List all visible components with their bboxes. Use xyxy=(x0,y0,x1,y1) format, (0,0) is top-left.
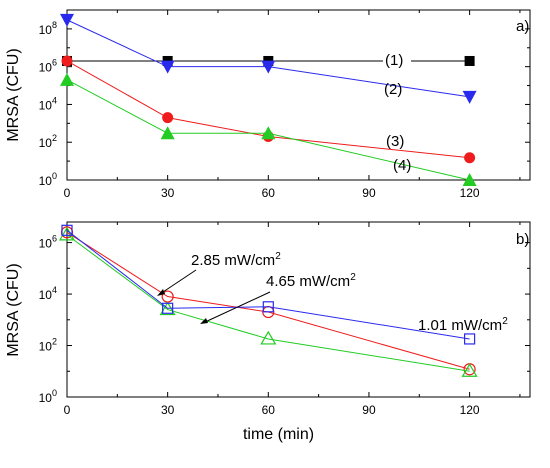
data-point-b-2 xyxy=(58,226,76,241)
x-axis-title-b: time (min) xyxy=(243,426,314,443)
data-point-b-3 xyxy=(61,224,73,236)
data-point-a-4 xyxy=(462,173,477,186)
panel-b: 0 30 60 90 120 100 102 104 106 MRSA (CFU) time (mi… xyxy=(5,221,531,443)
y-tick-label-b: 102 xyxy=(39,337,57,354)
data-point-a-3 xyxy=(162,112,174,124)
x-tick-label-a: 90 xyxy=(362,186,376,200)
arrow-285 xyxy=(159,269,197,295)
y-tick-label-a: 106 xyxy=(39,58,57,75)
y-tick-label-a: 104 xyxy=(39,95,57,112)
panel-a: 0 30 60 90 120 100 102 104 106 108 MRSA (CFU) xyxy=(5,9,531,200)
y-tick-label-b: 100 xyxy=(39,388,57,405)
series-line-b-1 xyxy=(66,231,470,370)
annotation-101: 1.01 mW/cm2 xyxy=(418,316,508,334)
data-point-a-2 xyxy=(261,60,276,74)
series-label-4: (4) xyxy=(393,157,411,174)
data-point-b-3 xyxy=(464,333,476,345)
data-point-b-3 xyxy=(262,301,274,313)
annotation-285: 2.85 mW/cm2 xyxy=(191,251,281,269)
x-tick-label-a: 60 xyxy=(262,186,276,200)
data-point-a-1 xyxy=(464,55,475,66)
data-point-a-3 xyxy=(61,55,73,67)
y-tick-label-b: 104 xyxy=(39,285,57,302)
arrowhead-465 xyxy=(200,318,208,324)
series-line-b-3 xyxy=(66,229,470,340)
data-point-b-2 xyxy=(461,363,478,377)
series-label-1: (1) xyxy=(385,52,403,69)
series-line-b-2 xyxy=(66,234,470,372)
y-tick-label-b: 106 xyxy=(39,234,57,251)
x-tick-label-b: 0 xyxy=(64,403,71,417)
series-label-3: (3) xyxy=(386,133,404,150)
y-tick-label-a: 108 xyxy=(39,20,57,37)
data-point-a-2 xyxy=(160,60,175,74)
y-axis-title-a: MRSA (CFU) xyxy=(5,48,22,141)
x-tick-label-b: 90 xyxy=(362,403,376,417)
data-point-a-4 xyxy=(160,126,175,140)
x-tick-label-b: 60 xyxy=(262,403,276,417)
series-line-a-4 xyxy=(66,79,470,181)
series-label-2: (2) xyxy=(384,81,402,98)
y-axis-title-b: MRSA (CFU) xyxy=(5,263,22,356)
x-tick-label-a: 0 xyxy=(64,186,71,200)
data-point-a-4 xyxy=(261,126,276,140)
data-point-a-2 xyxy=(462,90,477,104)
data-point-b-2 xyxy=(260,330,277,345)
series-line-a-2 xyxy=(66,19,470,98)
plot-frame-b xyxy=(66,221,531,398)
panel-b-label: b) xyxy=(516,231,529,248)
y-tick-label-a: 102 xyxy=(39,133,57,150)
plot-frame-a xyxy=(66,9,531,181)
data-point-a-3 xyxy=(464,152,476,164)
data-point-a-4 xyxy=(60,72,74,86)
data-point-b-3 xyxy=(162,302,174,314)
arrow-465 xyxy=(202,291,271,324)
x-tick-label-b: 30 xyxy=(161,403,175,417)
x-tick-label-a: 30 xyxy=(161,186,175,200)
x-tick-label-a: 120 xyxy=(460,186,480,200)
x-tick-label-b: 120 xyxy=(460,403,480,417)
y-tick-label-a: 100 xyxy=(39,171,57,188)
panel-a-label: a) xyxy=(516,18,529,35)
series-line-a-3 xyxy=(66,60,470,159)
arrowhead-285 xyxy=(157,289,165,296)
data-point-a-2 xyxy=(60,13,74,27)
annotation-465: 4.65 mW/cm2 xyxy=(266,272,356,290)
